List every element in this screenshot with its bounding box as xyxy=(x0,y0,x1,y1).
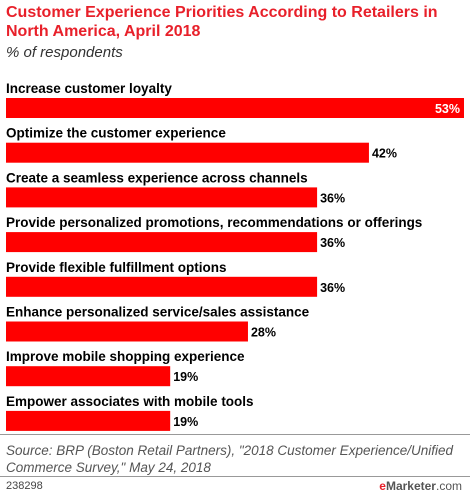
category-label: Optimize the customer experience xyxy=(6,126,226,141)
category-label: Increase customer loyalty xyxy=(6,81,172,96)
category-label: Empower associates with mobile tools xyxy=(6,394,254,409)
bar-chart: Increase customer loyalty 53% Optimize the… xyxy=(6,81,464,431)
bar xyxy=(6,366,171,387)
value-label: 28% xyxy=(251,326,276,340)
bar xyxy=(6,232,318,253)
value-label: 36% xyxy=(320,191,345,205)
category-label: Enhance personalized service/sales assis… xyxy=(6,305,310,320)
bar xyxy=(6,142,369,163)
value-label: 19% xyxy=(173,370,198,384)
chart-subtitle: % of respondents xyxy=(6,44,123,61)
brand-logo: eMarketer.com xyxy=(379,479,462,493)
brand-domain: .com xyxy=(435,479,462,493)
source-note: Source: BRP (Boston Retail Partners), "2… xyxy=(6,443,453,475)
brand-name: Marketer xyxy=(385,479,436,493)
value-label: 36% xyxy=(320,281,345,295)
brand-e: e xyxy=(379,479,386,493)
bar xyxy=(6,276,318,297)
chart-title: Customer Experience Priorities According… xyxy=(6,4,438,40)
category-label: Provide flexible fulfillment options xyxy=(6,260,227,275)
value-label: 19% xyxy=(173,415,198,429)
value-label: 36% xyxy=(320,236,345,250)
bar xyxy=(6,98,464,118)
category-label: Create a seamless experience across chan… xyxy=(6,170,308,185)
value-label: 42% xyxy=(372,147,397,161)
bar xyxy=(6,410,171,431)
top-divider xyxy=(0,434,470,435)
category-label: Provide personalized promotions, recomme… xyxy=(6,215,422,230)
value-label: 53% xyxy=(435,102,460,116)
bar xyxy=(6,187,318,208)
bar xyxy=(6,321,248,342)
bottom-divider xyxy=(0,476,470,477)
category-label: Improve mobile shopping experience xyxy=(6,349,245,364)
chart-id: 238298 xyxy=(6,480,43,492)
